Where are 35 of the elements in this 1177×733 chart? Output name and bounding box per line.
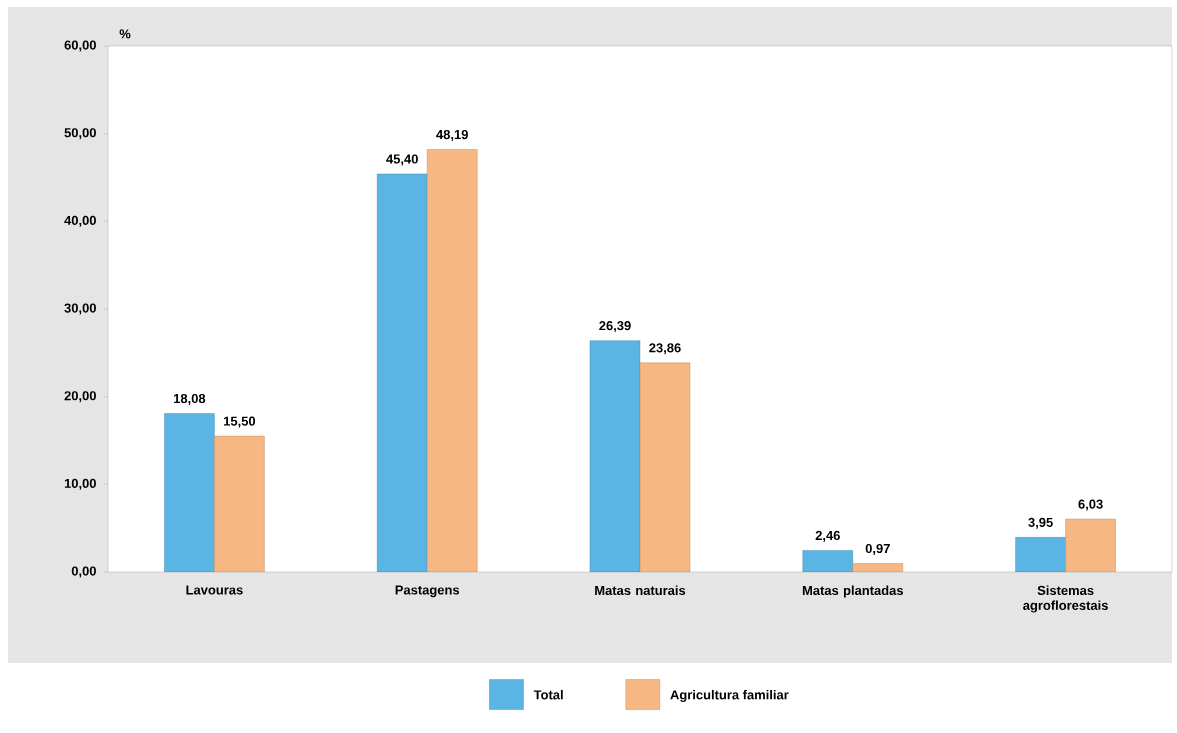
- bar: [852, 563, 903, 572]
- data-label: 48,19: [436, 129, 468, 141]
- data-label: 15,50: [224, 416, 256, 428]
- y-tick-label: 60,00: [64, 40, 96, 52]
- data-label: 23,86: [649, 343, 681, 355]
- data-label: 45,40: [386, 154, 418, 166]
- data-label: 0,97: [865, 543, 890, 555]
- y-tick-label: 50,00: [64, 128, 96, 140]
- y-tick-label: 10,00: [64, 478, 96, 490]
- y-axis-title: %: [119, 29, 131, 39]
- y-tick-label: 0,00: [71, 566, 96, 578]
- x-tick-label: Lavouras: [186, 585, 243, 595]
- x-tick-label: Matas plantadas: [802, 585, 903, 598]
- data-label: 2,46: [815, 530, 840, 542]
- bar: [377, 173, 428, 572]
- y-tick-label: 40,00: [64, 215, 96, 227]
- data-label: 6,03: [1078, 499, 1103, 511]
- data-label: 18,08: [174, 393, 206, 405]
- bar: [1065, 518, 1116, 572]
- bar: [214, 435, 265, 572]
- bar: [1015, 537, 1066, 572]
- y-tick-label: 20,00: [64, 391, 96, 403]
- legend-label: Total: [533, 689, 563, 700]
- x-tick-label: Sistemas agroflorestais: [1023, 585, 1108, 613]
- bar: [639, 362, 691, 572]
- bar: [802, 550, 853, 572]
- data-label: 26,39: [599, 321, 631, 333]
- x-tick-label: Matas naturais: [595, 585, 686, 596]
- y-tick-label: 30,00: [64, 303, 96, 315]
- data-label: 3,95: [1028, 517, 1053, 529]
- bar: [589, 340, 641, 572]
- legend-label: Agricultura familiar: [670, 689, 789, 703]
- bar: [164, 413, 215, 572]
- bar: [427, 149, 478, 572]
- x-tick-label: Pastagens: [395, 585, 460, 598]
